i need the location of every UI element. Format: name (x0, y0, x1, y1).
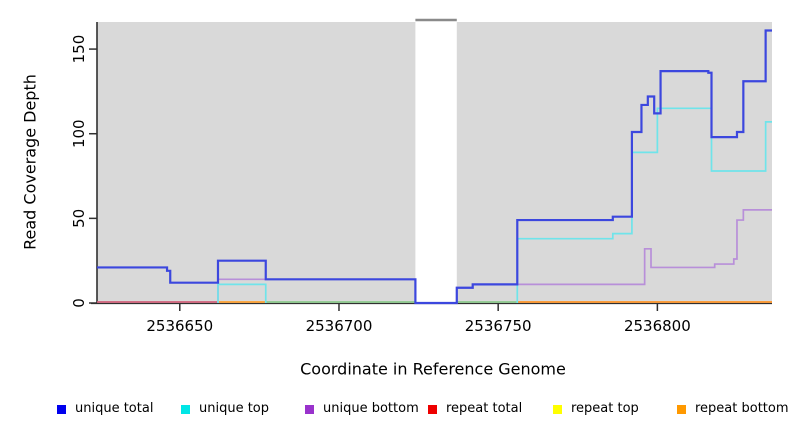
legend-label: repeat bottom (695, 401, 789, 416)
gap-region (415, 19, 457, 303)
legend-label: repeat total (446, 401, 523, 416)
x-tick-label: 2536650 (146, 317, 213, 335)
series-unique-top-line (516, 107, 772, 303)
legend-item-unique-bottom: unique bottom (305, 401, 419, 417)
legend-label: unique bottom (323, 401, 419, 416)
y-tick-label: 150 (70, 35, 88, 64)
y-tick-label: 100 (70, 119, 88, 148)
legend-item-repeat-top: repeat top (553, 401, 639, 417)
legend-swatch-icon (428, 404, 437, 414)
x-axis-title: Coordinate in Reference Genome (300, 359, 566, 379)
series-unique-total-line (97, 29, 772, 305)
legend-swatch-icon (57, 404, 66, 414)
legend-label: unique total (75, 401, 154, 416)
legend-swatch-icon (553, 404, 562, 414)
plot-area: 0 50 100 150 2536650 2536700 2536750 2536800 (70, 18, 772, 335)
legend-label: unique top (199, 401, 270, 416)
legend-item-repeat-bottom: repeat bottom (677, 401, 789, 417)
legend-label: repeat top (571, 401, 639, 416)
y-tick-label: 50 (70, 209, 88, 228)
legend-item-repeat-total: repeat total (428, 401, 522, 417)
y-tick-label: 0 (70, 298, 88, 308)
x-tick-label: 2536700 (306, 317, 373, 335)
legend-item-unique-top: unique top (181, 401, 269, 417)
x-tick-label: 2536800 (624, 317, 691, 335)
x-tick-label: 2536750 (465, 317, 532, 335)
legend-swatch-icon (677, 404, 686, 414)
series-unique-top-line (217, 283, 267, 303)
legend-item-unique-total: unique total (57, 401, 153, 417)
legend-swatch-icon (305, 404, 314, 414)
legend-swatch-icon (181, 404, 190, 414)
